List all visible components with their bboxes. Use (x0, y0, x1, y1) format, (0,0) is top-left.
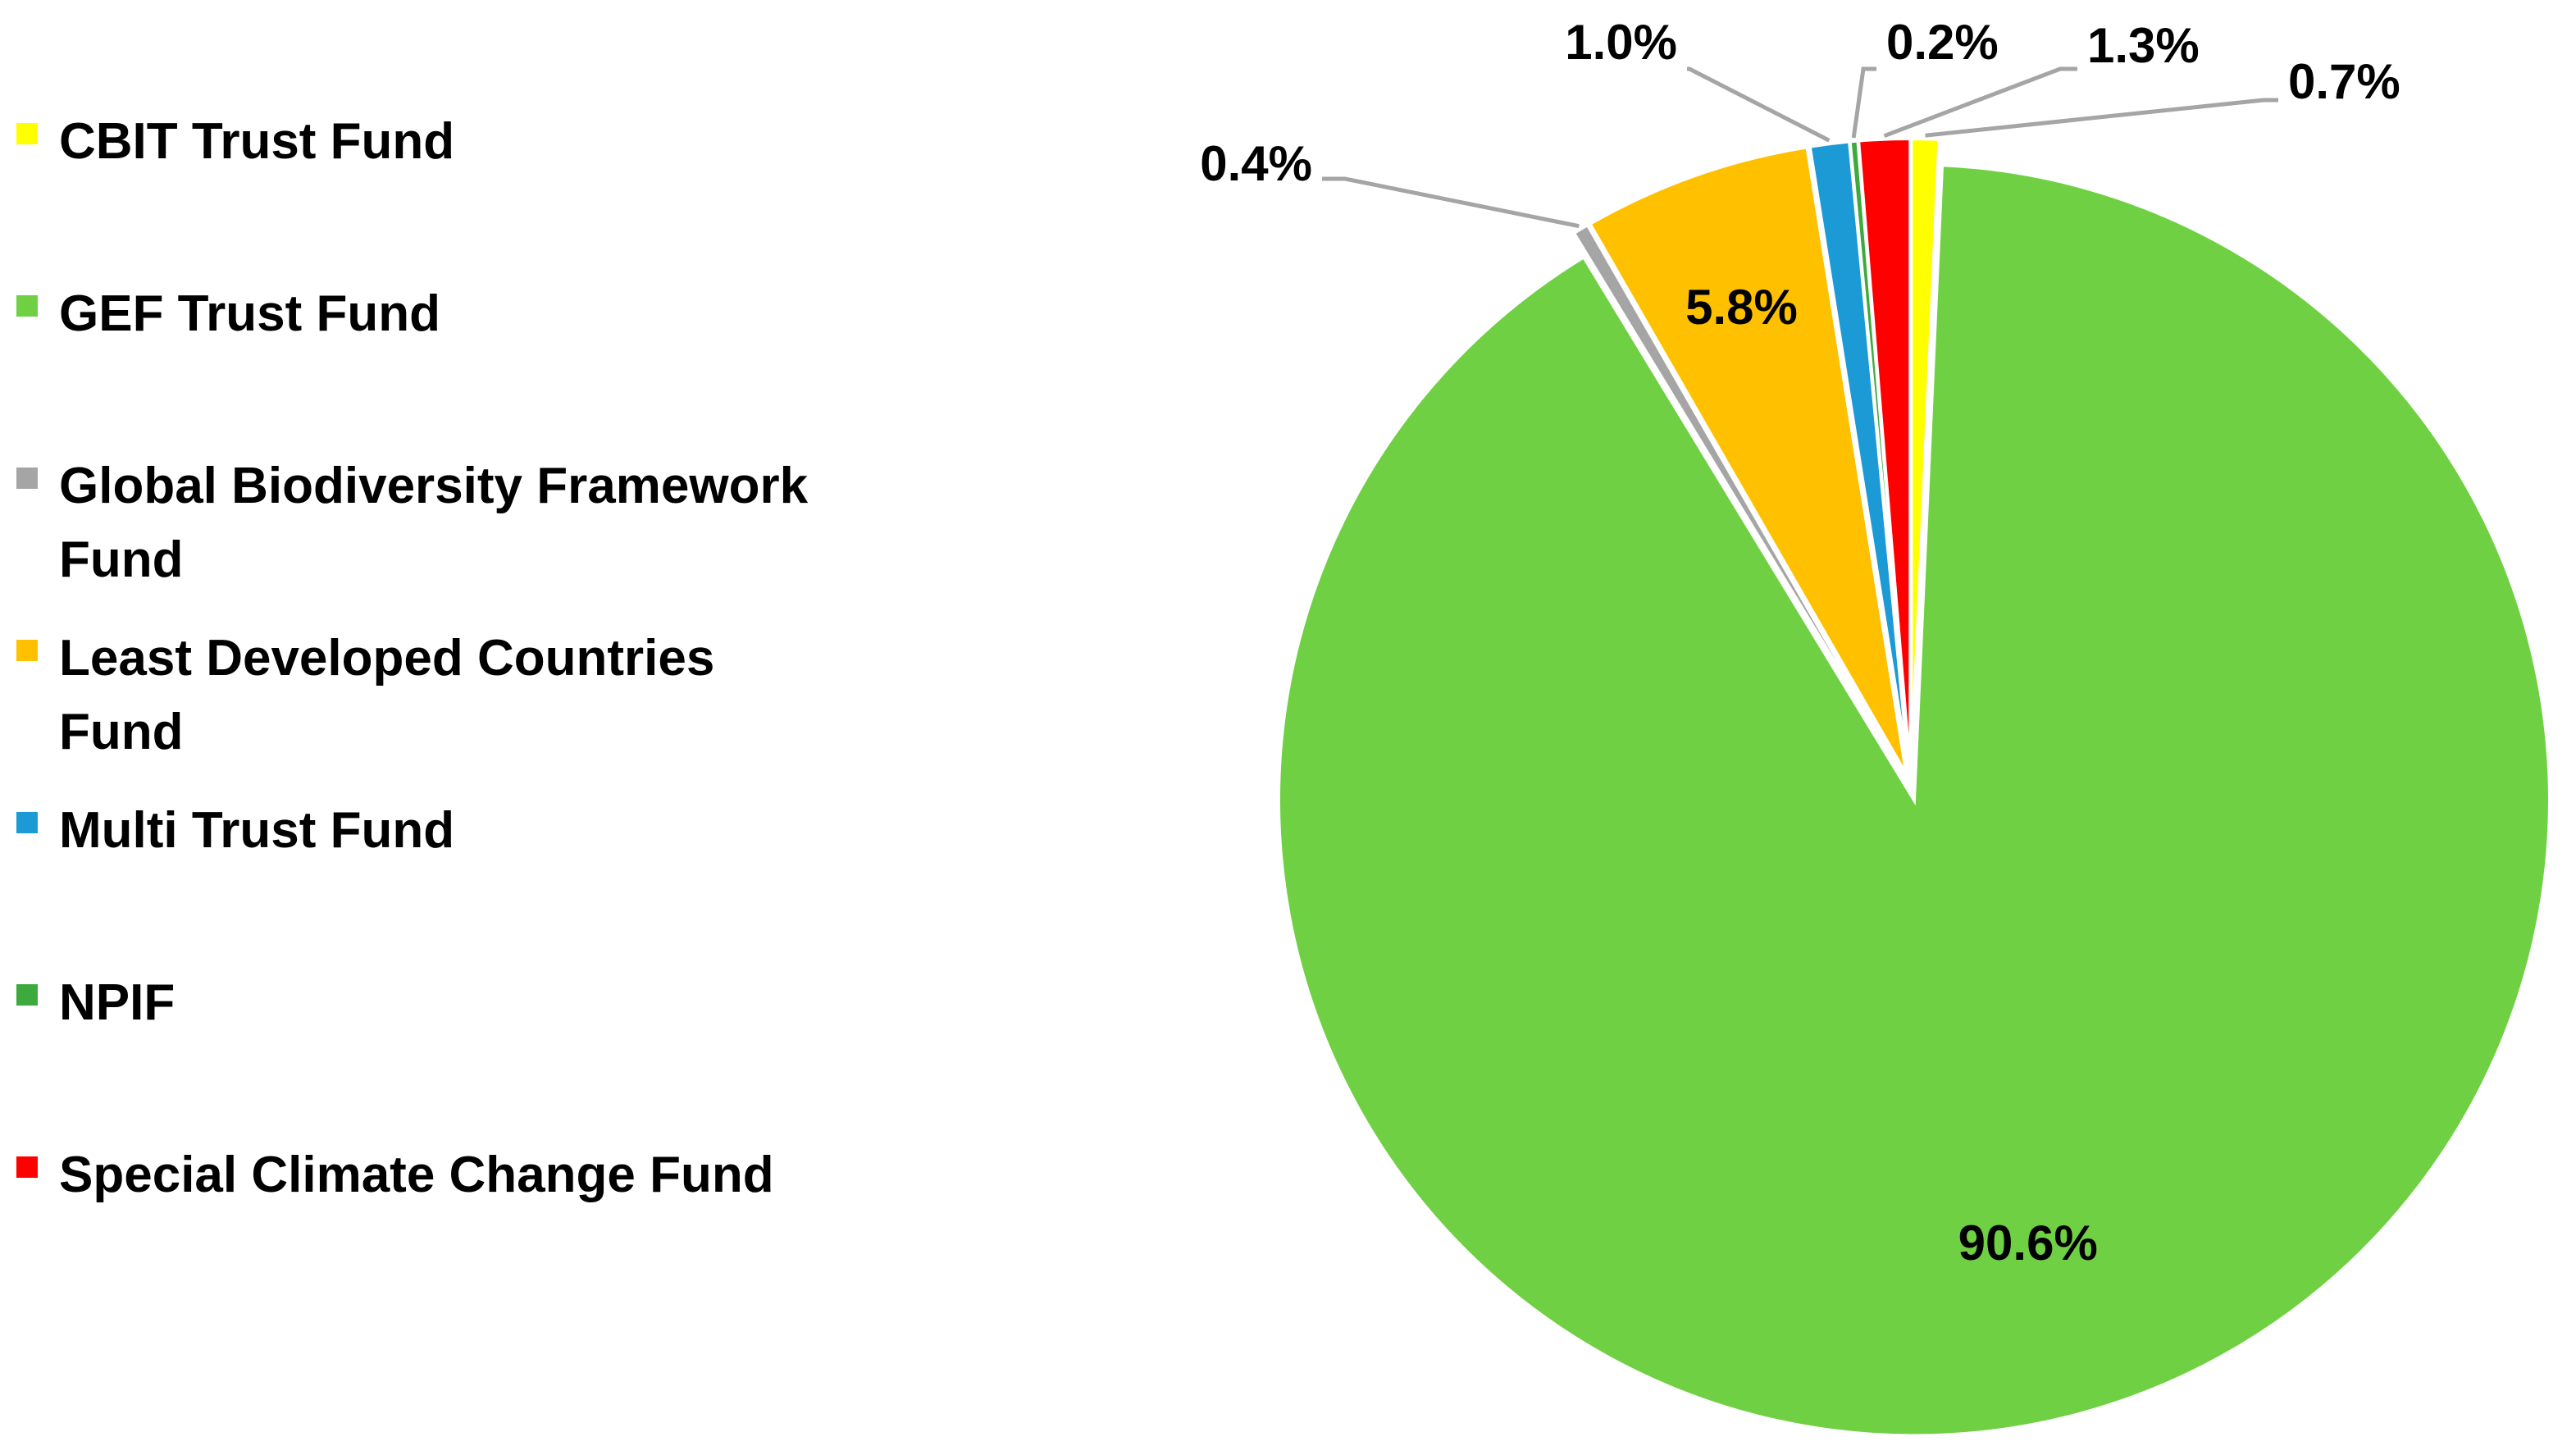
legend-swatch-multi (16, 812, 38, 833)
data-label-multi: 1.0% (1565, 15, 1677, 70)
legend-item-sccf: Special Climate Change Fund (16, 1138, 879, 1212)
legend-swatch-npif (16, 984, 38, 1006)
legend-item-ldcf: Least Developed Countries Fund (16, 622, 781, 769)
data-label-gef: 90.6% (1958, 1216, 2098, 1270)
data-label-sccf: 1.3% (2087, 18, 2200, 73)
pie-slice-gbff (1571, 222, 1906, 778)
leader-line-cbit (1925, 98, 2278, 138)
legend-item-gef: GEF Trust Fund (16, 277, 879, 351)
pie-slice-gef (1277, 163, 2551, 1438)
pie-slice-ldcf (1587, 145, 1908, 776)
legend-item-npif: NPIF (16, 966, 879, 1040)
legend-item-gbff: Global Biodiversity Framework Fund (16, 449, 871, 597)
legend-label-sccf: Special Climate Change Fund (59, 1147, 774, 1203)
legend-label-multi: Multi Trust Fund (59, 802, 455, 859)
legend-label-ldcf: Least Developed Countries Fund (59, 630, 715, 760)
data-label-gbff: 0.4% (1200, 136, 1312, 191)
legend-item-multi: Multi Trust Fund (16, 794, 879, 868)
legend-label-cbit: CBIT Trust Fund (59, 113, 455, 170)
legend-swatch-cbit (16, 123, 38, 144)
leader-line-gbff (1322, 176, 1580, 229)
leader-line-multi (1687, 66, 1831, 143)
data-label-ldcf: 5.8% (1685, 280, 1798, 335)
legend-swatch-gbff (16, 468, 38, 489)
legend-label-npif: NPIF (59, 974, 176, 1031)
leader-line-npif (1851, 66, 1876, 139)
legend-label-gef: GEF Trust Fund (59, 285, 440, 342)
pie-slice-sccf (1856, 137, 1913, 775)
data-label-cbit: 0.7% (2288, 54, 2400, 109)
leader-line-sccf (1883, 66, 2077, 138)
legend-item-cbit: CBIT Trust Fund (16, 105, 879, 179)
legend-label-gbff: Global Biodiversity Framework Fund (59, 458, 809, 588)
data-label-npif: 0.2% (1886, 15, 1999, 70)
legend-swatch-gef (16, 295, 38, 317)
legend-swatch-ldcf (16, 640, 38, 661)
legend-swatch-sccf (16, 1156, 38, 1178)
